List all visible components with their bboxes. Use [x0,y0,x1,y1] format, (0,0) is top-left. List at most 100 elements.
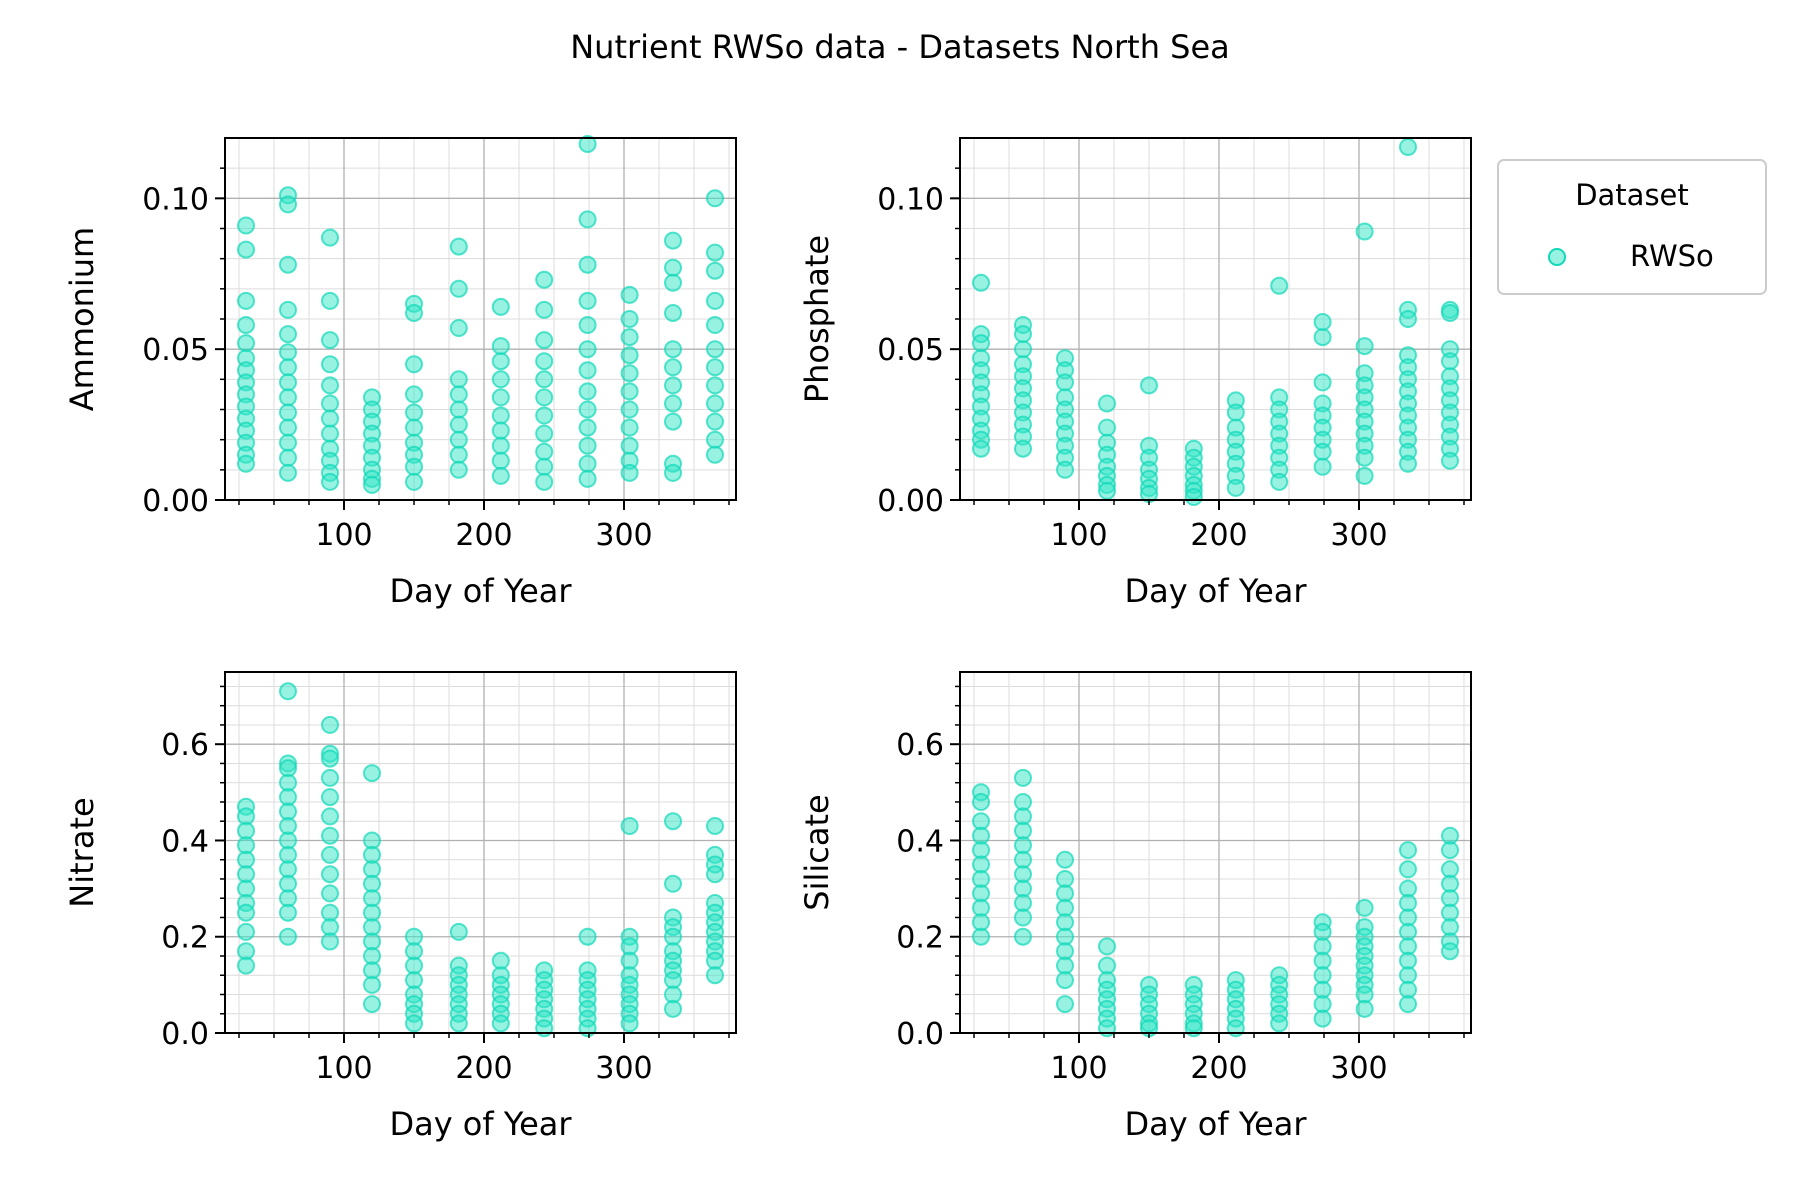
ammonium-point [405,304,423,322]
nitrate-point [321,884,339,903]
phosphate-xtick-label: 200 [1190,518,1247,553]
nitrate-point [321,826,339,845]
phosphate-ylabel: Phosphate [798,235,836,403]
ammonium-point [620,328,639,347]
ammonium-point [706,243,724,262]
ammonium-point [578,454,597,473]
ammonium-point [449,400,468,419]
ammonium-point [620,463,639,482]
ammonium-point [405,472,423,491]
ammonium-point [449,445,468,464]
nitrate-point [321,932,339,951]
ammonium-point [449,319,468,337]
ammonium-point [706,376,724,395]
phosphate-point [1355,337,1374,356]
ammonium-point [237,316,255,334]
silicate-xtick-label: 200 [1190,1051,1247,1086]
nitrate-point [578,927,597,946]
ammonium-point [578,418,597,437]
phosphate-point [1184,488,1203,506]
ammonium-point [706,430,724,449]
silicate-ytick-label: 0.0 [896,1017,944,1052]
ammonium-point [491,388,510,407]
nitrate-point [321,768,339,787]
ammonium-point [405,385,423,404]
nitrate-point [449,922,468,941]
ammonium-ytick-label: 0.10 [142,182,209,217]
nitrate-ylabel: Nitrate [63,797,101,907]
ammonium-point [279,448,297,467]
ammonium-point [237,334,255,353]
ammonium-xtick-label: 300 [595,518,652,553]
ammonium-point [279,463,297,482]
phosphate-xtick-label: 300 [1330,518,1387,553]
phosphate-ytick-label: 0.10 [877,182,944,217]
ammonium-xtick-label: 100 [315,518,372,553]
phosphate-point [1226,478,1245,497]
ammonium-point [279,403,297,422]
silicate-points [972,768,1459,1038]
legend: Dataset RWSo [1497,159,1767,295]
ammonium-point [237,291,255,310]
nitrate-point [664,812,682,831]
nitrate-ytick-label: 0.4 [161,824,209,859]
phosphate-ytick-label: 0.00 [877,484,944,519]
phosphate-point [1140,376,1158,395]
nitrate-point [321,807,339,826]
ammonium-xtick-label: 200 [455,518,512,553]
nitrate-point [237,922,255,941]
ammonium-point [706,261,724,280]
phosphate-point [1270,472,1289,491]
ammonium-point [706,445,724,464]
phosphate-point [1399,310,1417,328]
silicate-point [1056,995,1074,1014]
phosphate-point [1355,466,1374,485]
ammonium-point [449,370,468,389]
nitrate-point [321,715,339,734]
silicate-point [1014,768,1032,787]
silicate-point [972,793,990,811]
phosphate-point [972,439,990,458]
nitrate-point [449,1014,468,1033]
ammonium-point [620,382,639,401]
silicate-ylabel: Silicate [798,794,836,910]
ammonium-point [535,331,554,350]
ammonium-point [535,370,554,389]
ammonium-point [449,415,468,434]
nitrate-point [620,817,639,835]
nitrate-xlabel: Day of Year [389,1105,572,1143]
ammonium-point [491,436,510,455]
nitrate-ytick-label: 0.2 [161,921,209,956]
nitrate-point [363,975,381,994]
nitrate-point [405,1014,423,1033]
silicate-point [1014,908,1032,927]
ammonium-point [578,210,597,229]
nitrate-point [620,1014,639,1033]
ammonium-point [491,352,510,371]
figure-title: Nutrient RWSo data - Datasets North Sea [570,28,1230,66]
nitrate-point [706,865,724,884]
ammonium-point [449,460,468,479]
nitrate-point [279,927,297,946]
silicate-point [1355,999,1374,1018]
ammonium-point [449,237,468,256]
ammonium-point [405,418,423,437]
legend-title: Dataset [1575,178,1689,212]
phosphate-point [972,334,990,353]
ammonium-point [321,376,339,395]
ammonium-point [321,331,339,350]
nitrate-ytick-label: 0.0 [161,1017,209,1052]
ammonium-point [620,418,639,437]
ammonium-point [664,340,682,359]
ammonium-point [620,285,639,304]
phosphate-ytick-label: 0.05 [877,333,944,368]
nitrate-point [321,845,339,864]
phosphate-point [1098,394,1116,413]
phosphate-point [1014,439,1032,458]
silicate-point [1313,1009,1332,1028]
phosphate-point [1441,451,1459,470]
ammonium-point [279,255,297,274]
phosphate-point [1098,418,1116,437]
ammonium-point [491,297,510,316]
ammonium-point [706,358,724,377]
